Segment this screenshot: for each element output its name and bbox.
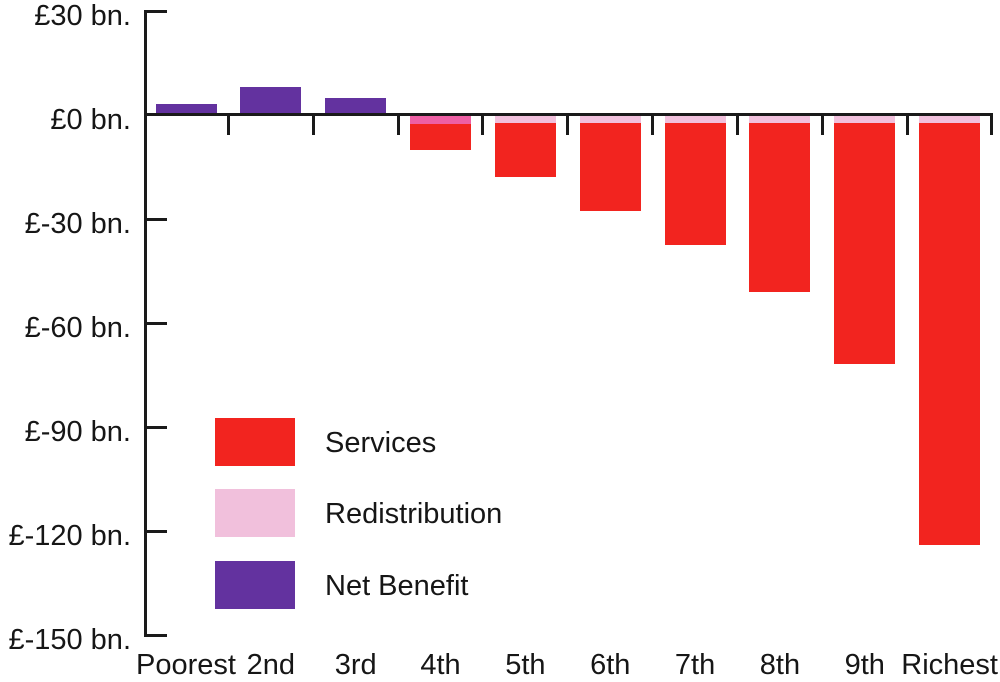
x-axis-tick [481,115,485,135]
y-axis-tick [144,217,167,221]
x-axis-tick [311,115,315,135]
x-axis-label-richest: Richest [901,649,998,681]
bar-redistribution-4th [410,115,472,124]
bar-services-7th [664,123,726,246]
legend-swatch-net-benefit [215,561,295,609]
bar-services-5th [494,123,556,178]
legend-swatch-services [215,418,295,466]
bar-redistribution-6th [579,115,641,124]
x-axis-tick [396,115,400,135]
x-axis-tick [226,115,230,135]
bar-redistribution-9th [834,115,896,124]
bar-net-benefit-3rd [325,98,387,115]
bar-services-8th [749,123,811,293]
y-axis-label: £-150 bn. [8,624,131,656]
bar-redistribution-5th [494,115,556,124]
y-axis-tick [144,321,167,325]
x-axis-label-7th: 7th [674,649,716,681]
bar-services-6th [579,123,641,212]
y-axis-tick [144,9,167,13]
y-axis-label: £30 bn. [34,0,131,32]
y-axis-tick [144,425,167,429]
y-axis-label: £-60 bn. [24,312,131,344]
bar-services-4th [410,124,472,150]
x-axis-tick [820,115,824,135]
x-axis-label-2nd: 2nd [246,649,296,681]
bar-net-benefit-poorest [155,103,217,115]
y-axis-label: £-120 bn. [8,520,131,552]
x-axis-tick [990,115,993,135]
x-axis-zero-line [144,113,993,116]
y-axis-tick [144,633,167,637]
x-axis-tick [566,115,570,135]
legend-label-net-benefit: Net Benefit [325,570,469,602]
x-axis-label-5th: 5th [505,649,546,681]
y-axis-label: £-90 bn. [24,416,131,448]
x-axis-label-poorest: Poorest [136,649,236,681]
x-axis-tick [905,115,909,135]
bar-services-9th [834,123,896,365]
y-axis-label: £-30 bn. [24,208,131,240]
legend-label-redistribution: Redistribution [325,498,503,530]
bar-net-benefit-2nd [240,87,302,115]
y-axis-tick [144,529,167,533]
bar-redistribution-7th [664,115,726,124]
x-axis-label-6th: 6th [590,649,631,681]
legend-label-services: Services [325,427,437,459]
bar-services-richest [919,123,981,545]
y-axis-label: £0 bn. [50,104,131,136]
legend-swatch-redistribution [215,489,295,537]
x-axis-label-4th: 4th [420,649,461,681]
bar-redistribution-8th [749,115,811,124]
x-axis-label-8th: 8th [759,649,801,681]
x-axis-label-9th: 9th [844,649,885,681]
x-axis-tick [651,115,655,135]
bar-redistribution-richest [919,115,981,124]
x-axis-label-3rd: 3rd [334,649,377,681]
x-axis-tick [736,115,740,135]
